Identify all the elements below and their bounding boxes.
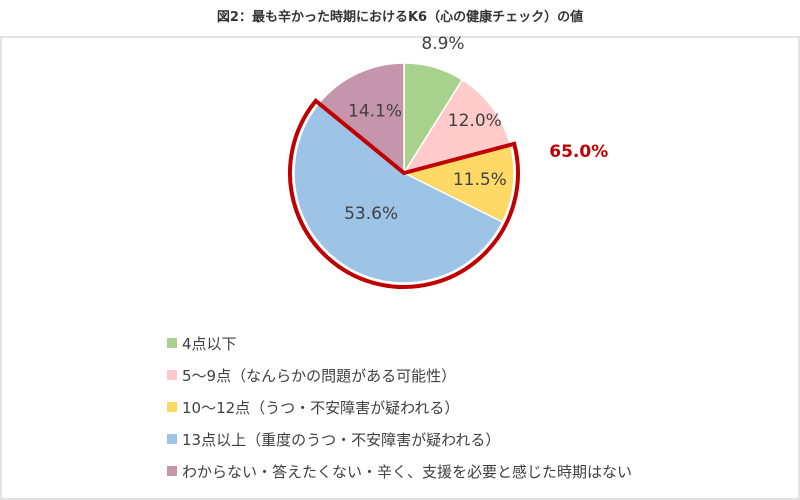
chart-legend: 4点以下 5～9点（なんらかの問題がある可能性） 10～12点（うつ・不安障害が疑わ… — [167, 327, 632, 487]
legend-item: 5～9点（なんらかの問題がある可能性） — [167, 359, 632, 391]
legend-swatch — [167, 402, 177, 412]
legend-label: 10～12点（うつ・不安障害が疑われる） — [182, 398, 460, 417]
chart-title: 図2：最も辛かった時期におけるK6（心の健康チェック）の値 — [216, 10, 584, 25]
legend-item: 13点以上（重度のうつ・不安障害が疑われる） — [167, 423, 632, 455]
highlight-outline — [288, 97, 520, 289]
legend-swatch — [167, 370, 177, 380]
slice-value-label: 53.6% — [344, 204, 398, 224]
legend-label: わからない・答えたくない・辛く、支援を必要と感じた時期はない — [182, 462, 633, 481]
legend-label: 5～9点（なんらかの問題がある可能性） — [182, 366, 457, 385]
legend-swatch — [167, 338, 177, 348]
legend-item: 4点以下 — [167, 327, 632, 359]
legend-label: 13点以上（重度のうつ・不安障害が疑われる） — [182, 430, 501, 449]
legend-swatch — [167, 434, 177, 444]
slice-value-label: 12.0% — [448, 111, 502, 131]
highlight-label: 65.0% — [549, 142, 608, 162]
legend-label: 4点以下 — [182, 334, 237, 353]
legend-swatch — [167, 466, 177, 476]
legend-item: わからない・答えたくない・辛く、支援を必要と感じた時期はない — [167, 455, 632, 487]
pie-slice — [317, 62, 405, 175]
legend-item: 10～12点（うつ・不安障害が疑われる） — [167, 391, 632, 423]
slice-value-label: 14.1% — [348, 101, 402, 121]
pie-slice — [293, 102, 504, 284]
slice-value-label: 8.9% — [421, 34, 464, 54]
pie-slice — [402, 78, 512, 175]
pie-slice — [401, 143, 515, 224]
slice-value-label: 11.5% — [453, 170, 507, 190]
